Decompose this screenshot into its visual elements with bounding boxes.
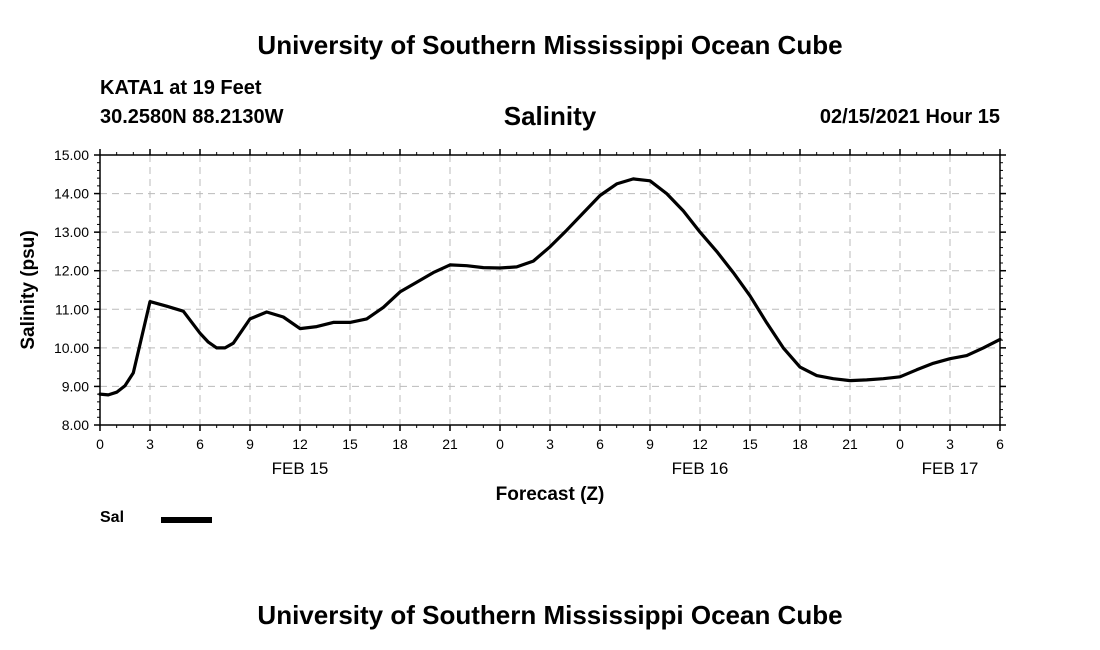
x-tick-label: 3 — [946, 436, 954, 452]
station-name: KATA1 at 19 Feet — [100, 77, 262, 99]
y-tick-label: 14.00 — [54, 186, 89, 202]
forecast-datestamp: 02/15/2021 Hour 15 — [819, 106, 1000, 128]
x-date-label: FEB 15 — [272, 459, 329, 478]
legend-swatch — [161, 517, 212, 523]
legend-label: Sal — [100, 509, 125, 526]
x-tick-label: 3 — [146, 436, 154, 452]
y-tick-label: 9.00 — [62, 378, 89, 394]
chart-axes: 8.00 9.00 10.00 11.00 12.00 13.00 14.00 15.00 0 3… — [54, 147, 1006, 478]
x-tick-label: 6 — [596, 436, 604, 452]
y-tick-label: 11.00 — [55, 301, 89, 317]
x-tick-label: 15 — [742, 436, 758, 452]
x-axis-label: Forecast (Z) — [496, 484, 605, 505]
x-tick-label: 21 — [842, 436, 858, 452]
x-date-label: FEB 17 — [922, 459, 979, 478]
y-tick-label: 10.00 — [54, 340, 89, 356]
y-tick-label: 8.00 — [62, 417, 89, 433]
x-tick-label: 18 — [792, 436, 808, 452]
series-line-sal — [98, 177, 1002, 397]
x-tick-label: 6 — [996, 436, 1004, 452]
x-tick-label: 12 — [292, 436, 308, 452]
x-tick-label: 15 — [342, 436, 358, 452]
y-tick-label: 15.00 — [54, 147, 89, 163]
x-tick-label: 9 — [246, 436, 254, 452]
x-date-label: FEB 16 — [672, 459, 729, 478]
x-tick-label: 0 — [496, 436, 504, 452]
x-tick-label: 12 — [692, 436, 708, 452]
x-tick-label: 21 — [442, 436, 458, 452]
x-tick-label: 0 — [896, 436, 904, 452]
x-tick-label: 6 — [196, 436, 204, 452]
x-tick-label: 18 — [392, 436, 408, 452]
chart-title: Salinity — [503, 101, 597, 131]
y-tick-label: 13.00 — [54, 224, 89, 240]
footer-title: University of Southern Mississippi Ocean… — [257, 600, 843, 630]
x-tick-label: 0 — [96, 436, 104, 452]
grid-lines — [100, 155, 1000, 425]
station-coordinates: 30.2580N 88.2130W — [100, 106, 284, 128]
x-tick-label: 3 — [546, 436, 554, 452]
y-axis-label: Salinity (psu) — [18, 230, 39, 349]
x-tick-label: 9 — [646, 436, 654, 452]
series-layer — [98, 177, 1002, 397]
y-tick-label: 12.00 — [54, 263, 89, 279]
page-title: University of Southern Mississippi Ocean… — [257, 30, 843, 60]
